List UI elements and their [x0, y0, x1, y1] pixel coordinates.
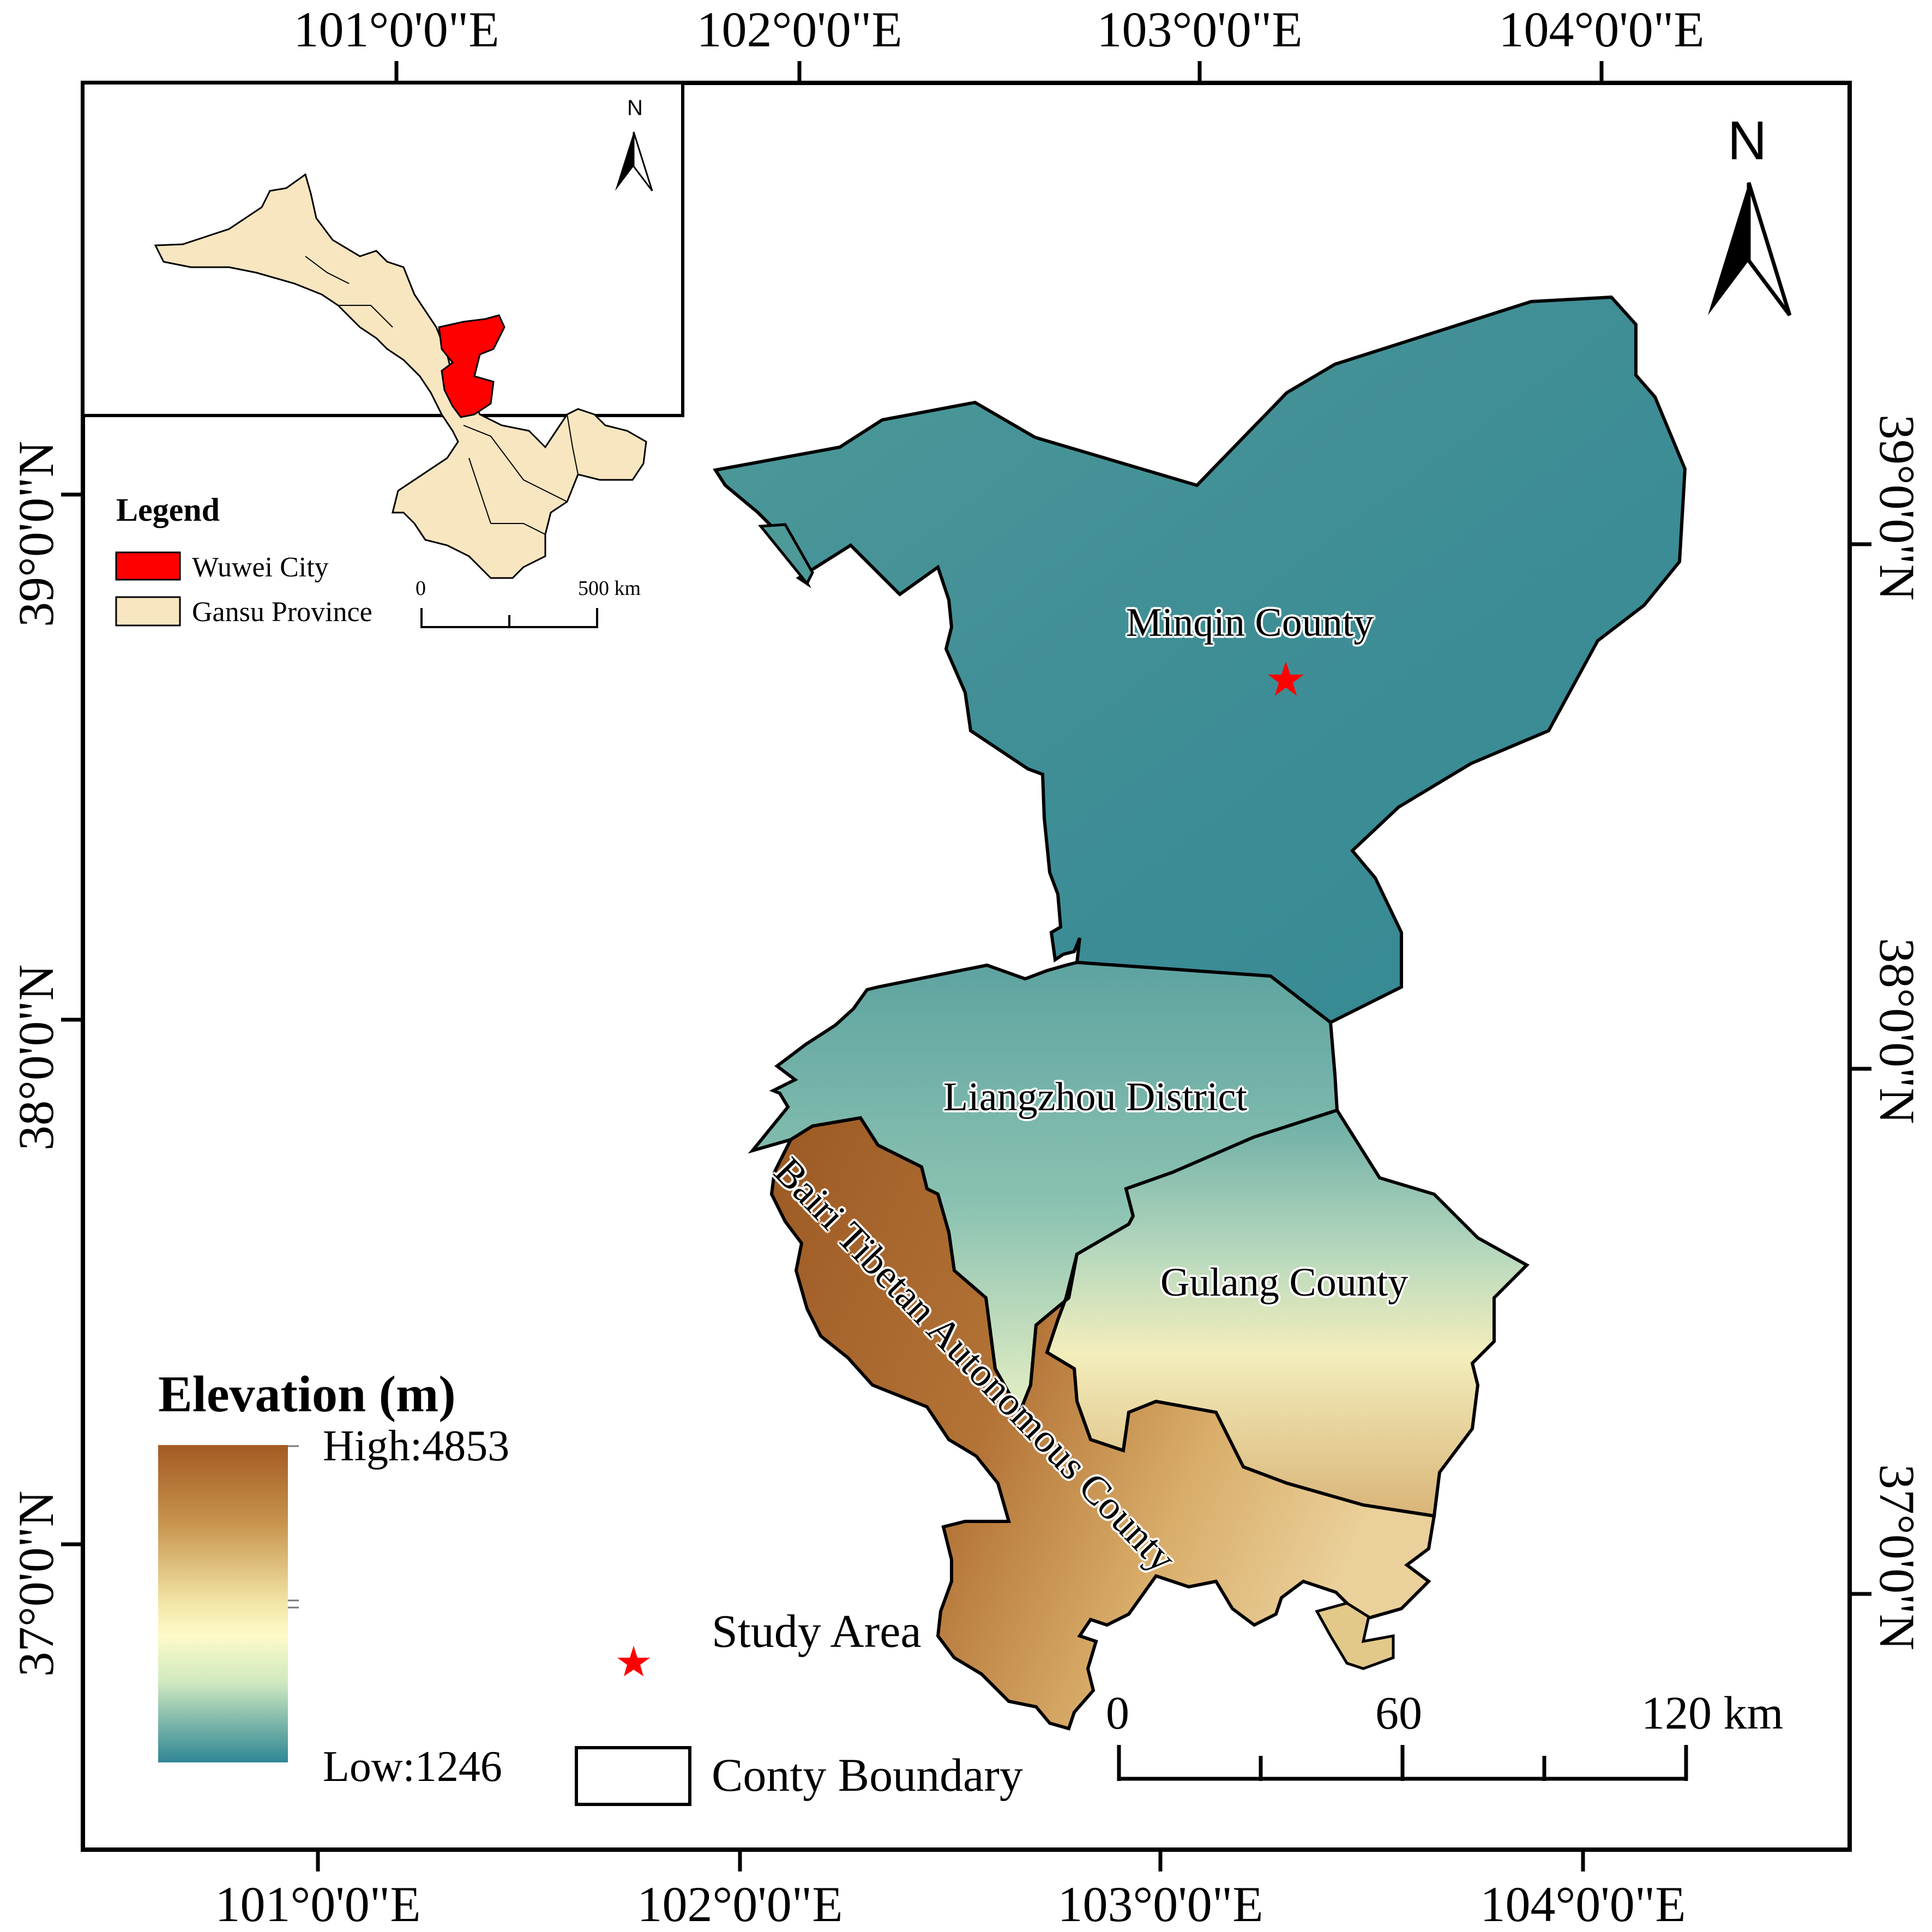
top-lon-label-4: 104°0'0"E [1498, 2, 1705, 57]
top-lon-label-2: 102°0'0"E [696, 2, 902, 57]
left-lat-label-2: 38°0'0"N [8, 964, 64, 1151]
tianzhu-county-region [769, 1116, 1436, 1731]
inset-frame [81, 81, 684, 417]
legend-star-icon [617, 1646, 650, 1676]
label-gulang-county: Gulang County [1160, 1260, 1409, 1305]
tianzhu-east-blob [1315, 1602, 1395, 1670]
label-minqin-county: Minqin County [1126, 600, 1374, 645]
bottom-lon-label-3: 103°0'0"E [1057, 1876, 1263, 1932]
elevation-colorbar [158, 1445, 288, 1762]
left-lat-label-1: 39°0'0"N [8, 441, 64, 627]
study-area-star [1268, 661, 1304, 696]
legend-study-area-label: Study Area [712, 1605, 922, 1657]
scale-label-120: 120 km [1641, 1687, 1784, 1739]
elevation-legend-title: Elevation (m) [158, 1366, 456, 1423]
inset-scale-bar [420, 608, 598, 628]
inset-scale-zero: 0 [416, 577, 426, 600]
inset-scale-max: 500 km [578, 577, 641, 600]
legend-boundary-swatch [575, 1746, 691, 1806]
elevation-low-label: Low:1246 [323, 1743, 502, 1791]
elevation-high-label: High:4853 [323, 1422, 510, 1470]
top-lon-label-3: 103°0'0"E [1097, 2, 1303, 57]
inset-legend-gansu: Gansu Province [192, 597, 372, 628]
main-scale-bar [1117, 1745, 1688, 1781]
wuwei-city-shape [438, 314, 505, 418]
scale-label-0: 0 [1106, 1687, 1129, 1739]
north-arrow-label: N [1728, 110, 1767, 171]
graticule-ticks [61, 61, 1871, 1871]
label-liangzhou-district: Liangzhou District [943, 1075, 1247, 1120]
scale-label-60: 60 [1375, 1687, 1422, 1739]
inset-north-label: N [627, 96, 643, 120]
gansu-prefecture-lines [305, 256, 579, 535]
legend-boundary-label: Conty Boundary [712, 1749, 1023, 1801]
north-arrow-icon [1708, 182, 1792, 317]
bottom-lon-label-2: 102°0'0"E [637, 1876, 843, 1932]
legend-swatch-wuwei [115, 551, 181, 581]
right-lat-label-3: 37°0'0"N [1869, 1464, 1925, 1651]
inset-north-arrow-icon [615, 131, 653, 191]
inset-legend-title: Legend [116, 492, 220, 528]
colorbar-ticks [288, 1445, 299, 1609]
legend-swatch-gansu [115, 596, 181, 627]
top-lon-label-1: 101°0'0"E [293, 2, 499, 57]
right-lat-label-2: 38°0'0"N [1869, 938, 1925, 1124]
left-lat-label-3: 37°0'0"N [8, 1490, 64, 1677]
right-lat-label-1: 39°0'0"N [1869, 414, 1925, 601]
bottom-lon-label-1: 101°0'0"E [215, 1876, 421, 1932]
bottom-lon-label-4: 104°0'0"E [1480, 1876, 1686, 1932]
inset-legend-wuwei: Wuwei City [192, 552, 329, 583]
minqin-spur [758, 523, 814, 586]
